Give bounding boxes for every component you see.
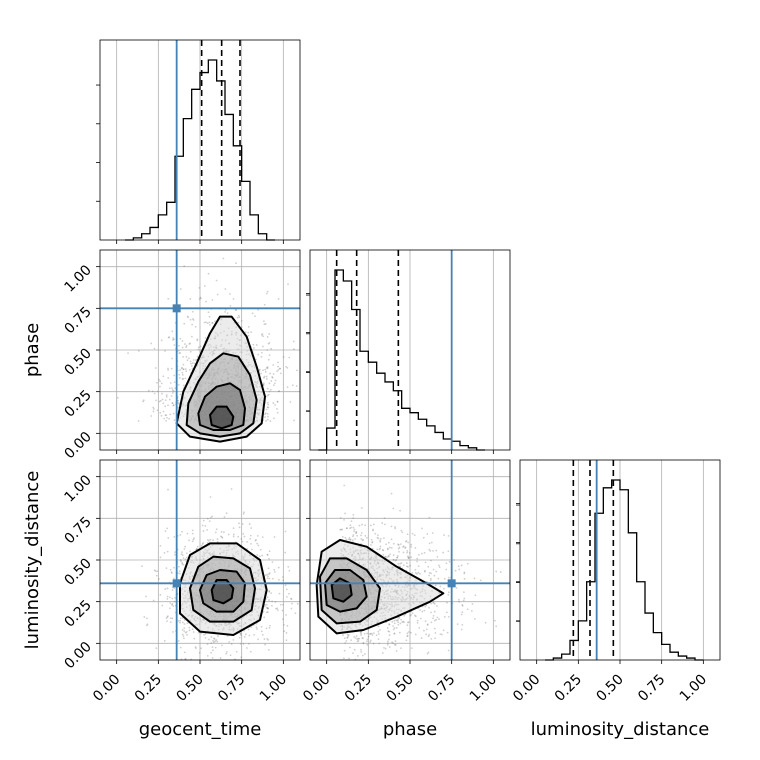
y-tick-label-phase-3: 0.75: [61, 304, 94, 337]
histogram-luminosity_distance: [516, 460, 704, 661]
y-axis-label-phase: phase: [22, 323, 43, 377]
contour-2: [319, 557, 381, 625]
x-tick-label-geocent_time-0: 0.00: [90, 672, 123, 705]
scatter-points: [310, 460, 510, 660]
x-axis-label-luminosity_distance: luminosity_distance: [531, 719, 710, 740]
panel-phase-phase: [326, 250, 494, 450]
y-tick-label-luminosity_distance-2: 0.50: [61, 556, 94, 589]
x-tick-label-geocent_time-1: 0.25: [132, 672, 165, 705]
x-tick-label-luminosity_distance-2: 0.50: [593, 672, 626, 705]
panel-geocent_time-geocent_time: [116, 40, 284, 240]
x-tick-label-luminosity_distance-4: 1.00: [677, 672, 710, 705]
contour-2: [185, 352, 258, 438]
scatter-geocent_time-phase: [100, 250, 300, 450]
histogram-steps-luminosity_distance: [545, 479, 704, 661]
y-axis-label-luminosity_distance: luminosity_distance: [22, 471, 43, 650]
histogram-phase: [306, 250, 485, 451]
scatter-phase-luminosity_distance: [310, 460, 510, 660]
density-level-0: [210, 406, 234, 429]
y-tick-label-luminosity_distance-3: 0.75: [61, 514, 94, 547]
y-tick-label-luminosity_distance-0: 0.00: [61, 639, 94, 672]
contour-1: [197, 382, 246, 431]
scatter-geocent_time-luminosity_distance: [100, 460, 300, 660]
histogram-steps-phase: [318, 269, 485, 451]
y-tick-label-phase-4: 1.00: [61, 262, 94, 295]
histogram-geocent_time: [96, 40, 275, 241]
x-tick-label-geocent_time-2: 0.50: [173, 672, 206, 705]
scatter-points: [100, 250, 300, 450]
x-tick-label-phase-4: 1.00: [467, 672, 500, 705]
y-tick-label-phase-0: 0.00: [61, 429, 94, 462]
x-axis-label-phase: phase: [383, 719, 437, 740]
contour-1: [324, 569, 368, 613]
scatter-points: [100, 460, 300, 660]
density-level-0: [211, 580, 234, 604]
truth-marker: [447, 579, 456, 588]
panel-luminosity_distance-luminosity_distance: [536, 460, 704, 660]
x-tick-label-geocent_time-4: 1.00: [257, 672, 290, 705]
contour-3: [179, 542, 268, 636]
y-tick-label-phase-2: 0.50: [61, 346, 94, 379]
y-tick-label-phase-1: 0.25: [61, 387, 94, 420]
contour-2: [189, 555, 256, 623]
truth-marker: [172, 579, 181, 588]
x-tick-label-luminosity_distance-3: 0.75: [635, 672, 668, 705]
y-tick-label-luminosity_distance-4: 1.00: [61, 472, 94, 505]
x-tick-label-geocent_time-3: 0.75: [215, 672, 248, 705]
contour-3: [175, 315, 266, 443]
x-tick-label-phase-0: 0.00: [300, 672, 333, 705]
x-axis-label-geocent_time: geocent_time: [139, 719, 262, 740]
x-tick-label-phase-3: 0.75: [425, 672, 458, 705]
contour-0: [209, 405, 235, 430]
x-tick-label-luminosity_distance-1: 0.25: [552, 672, 585, 705]
truth-marker: [172, 304, 181, 313]
histogram-steps-geocent_time: [125, 59, 275, 241]
x-tick-label-luminosity_distance-0: 0.00: [510, 672, 543, 705]
y-tick-label-luminosity_distance-1: 0.25: [61, 597, 94, 630]
x-tick-label-phase-2: 0.50: [383, 672, 416, 705]
x-tick-label-phase-1: 0.25: [342, 672, 375, 705]
